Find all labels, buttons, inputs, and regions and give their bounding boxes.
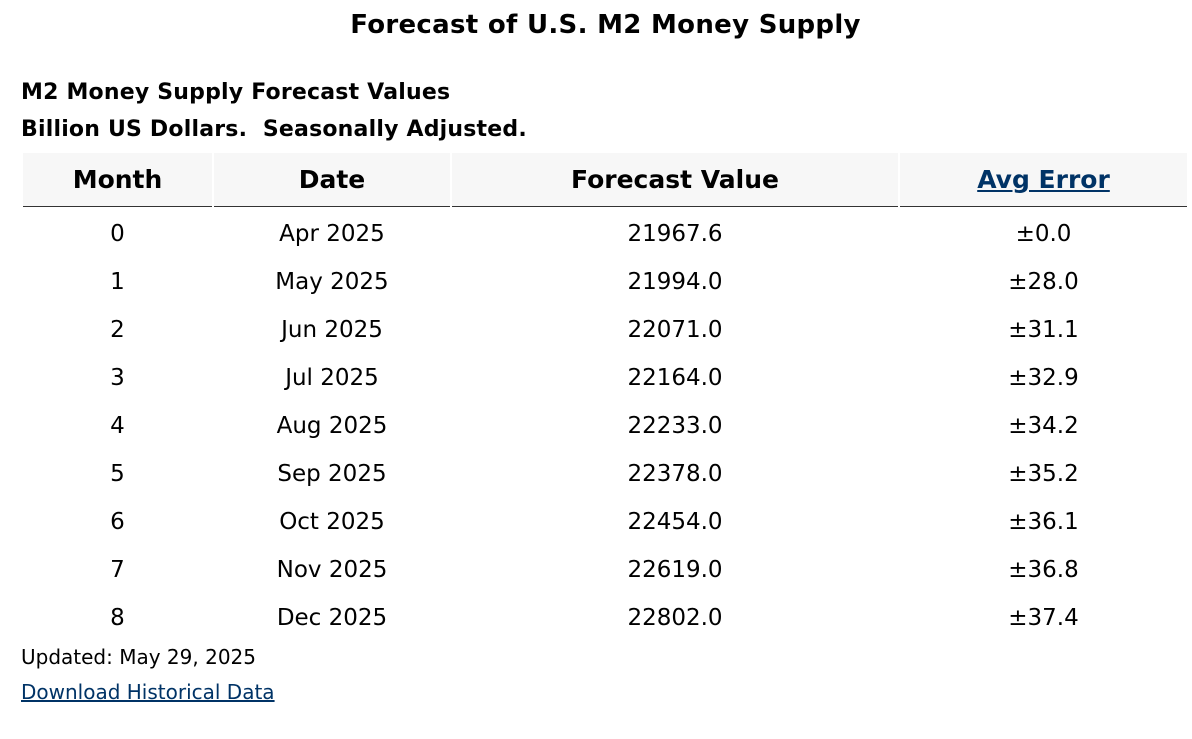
- date-cell: Jun 2025: [281, 317, 383, 343]
- avg-error-cell: ±36.8: [1008, 557, 1079, 583]
- forecast-value-cell: 22233.0: [627, 413, 723, 439]
- forecast-value-cell: 22378.0: [627, 461, 723, 487]
- month-cell: 6: [110, 509, 125, 535]
- month-cell: 8: [110, 605, 125, 631]
- page-title: Forecast of U.S. M2 Money Supply: [350, 10, 861, 40]
- date-cell: Dec 2025: [276, 605, 388, 631]
- avg-error-cell: ±34.2: [1008, 413, 1079, 439]
- forecast-value-cell: 22164.0: [627, 365, 723, 391]
- date-cell: Nov 2025: [276, 557, 388, 583]
- avg-error-link[interactable]: Avg Error: [977, 165, 1110, 194]
- table-row: 0 Apr 2025 21967.6 ±0.0: [23, 207, 1187, 258]
- table-row: 5 Sep 2025 22378.0 ±35.2: [23, 450, 1187, 498]
- column-header-avg-error: Avg Error: [900, 153, 1187, 207]
- forecast-value-cell: 22071.0: [627, 317, 723, 343]
- table-row: 6 Oct 2025 22454.0 ±36.1: [23, 498, 1187, 546]
- month-cell: 4: [110, 413, 125, 439]
- table-row: 3 Jul 2025 22164.0 ±32.9: [23, 354, 1187, 402]
- avg-error-cell: ±31.1: [1008, 317, 1079, 343]
- table-header-row: Month Date Forecast Value Avg Error: [23, 153, 1187, 207]
- forecast-value-cell: 22454.0: [627, 509, 723, 535]
- updated-date: Updated: May 29, 2025: [21, 645, 256, 669]
- date-cell: Oct 2025: [279, 509, 385, 535]
- download-historical-data-link[interactable]: Download Historical Data: [21, 680, 275, 704]
- avg-error-cell: ±0.0: [1015, 221, 1072, 247]
- forecast-value-cell: 22802.0: [627, 605, 723, 631]
- month-cell: 7: [110, 557, 125, 583]
- table-row: 8 Dec 2025 22802.0 ±37.4: [23, 594, 1187, 642]
- month-cell: 1: [110, 269, 125, 295]
- month-cell: 0: [110, 221, 125, 247]
- column-header-forecast-value: Forecast Value: [452, 153, 898, 207]
- avg-error-cell: ±35.2: [1008, 461, 1079, 487]
- table-row: 7 Nov 2025 22619.0 ±36.8: [23, 546, 1187, 594]
- month-cell: 3: [110, 365, 125, 391]
- avg-error-cell: ±28.0: [1008, 269, 1079, 295]
- table-units: Billion US Dollars. Seasonally Adjusted.: [21, 117, 527, 142]
- date-cell: Jul 2025: [285, 365, 379, 391]
- table-heading: M2 Money Supply Forecast Values: [21, 80, 451, 105]
- column-header-month: Month: [23, 153, 212, 207]
- table-row: 1 May 2025 21994.0 ±28.0: [23, 258, 1187, 306]
- month-cell: 5: [110, 461, 125, 487]
- table-row: 2 Jun 2025 22071.0 ±31.1: [23, 306, 1187, 354]
- month-cell: 2: [110, 317, 125, 343]
- avg-error-cell: ±36.1: [1008, 509, 1079, 535]
- forecast-table: Month Date Forecast Value Avg Error 0 Ap…: [21, 153, 1189, 642]
- date-cell: Sep 2025: [277, 461, 387, 487]
- avg-error-cell: ±37.4: [1008, 605, 1079, 631]
- column-header-date: Date: [214, 153, 450, 207]
- forecast-value-cell: 21994.0: [627, 269, 723, 295]
- date-cell: May 2025: [275, 269, 389, 295]
- table-row: 4 Aug 2025 22233.0 ±34.2: [23, 402, 1187, 450]
- date-cell: Aug 2025: [276, 413, 388, 439]
- forecast-value-cell: 21967.6: [627, 221, 723, 247]
- avg-error-cell: ±32.9: [1008, 365, 1079, 391]
- date-cell: Apr 2025: [279, 221, 385, 247]
- forecast-value-cell: 22619.0: [627, 557, 723, 583]
